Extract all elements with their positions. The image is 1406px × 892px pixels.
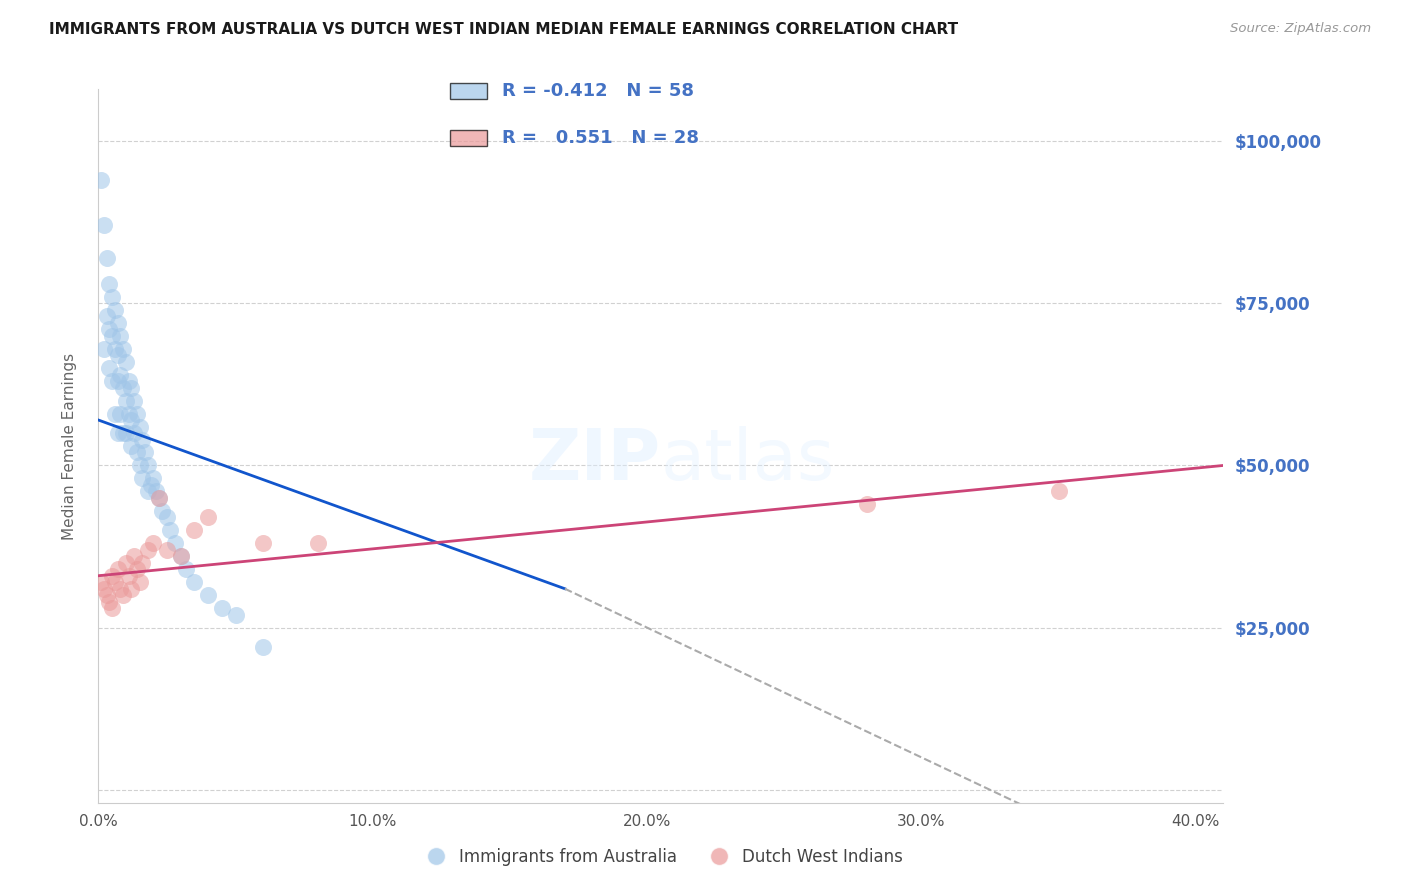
Point	[107, 348, 129, 362]
Point	[134, 445, 156, 459]
Point	[148, 491, 170, 505]
Text: IMMIGRANTS FROM AUSTRALIA VS DUTCH WEST INDIAN MEDIAN FEMALE EARNINGS CORRELATIO: IMMIGRANTS FROM AUSTRALIA VS DUTCH WEST …	[49, 22, 959, 37]
Point	[136, 542, 159, 557]
Point	[98, 277, 121, 291]
Point	[136, 484, 159, 499]
Point	[93, 342, 115, 356]
Point	[128, 419, 150, 434]
Point	[145, 484, 167, 499]
Point	[125, 562, 148, 576]
Point	[96, 310, 118, 324]
Point	[225, 607, 247, 622]
Text: atlas: atlas	[661, 425, 835, 495]
Point	[156, 510, 179, 524]
Point	[197, 510, 219, 524]
Text: R = -0.412   N = 58: R = -0.412 N = 58	[502, 82, 693, 100]
Point	[165, 536, 187, 550]
Point	[112, 588, 135, 602]
Point	[93, 219, 115, 233]
Point	[110, 582, 132, 596]
Point	[96, 251, 118, 265]
Point	[211, 601, 233, 615]
Point	[90, 575, 112, 590]
Point	[104, 342, 127, 356]
Point	[120, 439, 142, 453]
Point	[307, 536, 329, 550]
Point	[122, 425, 145, 440]
Point	[115, 556, 138, 570]
Point	[101, 601, 124, 615]
Point	[104, 575, 127, 590]
Point	[101, 374, 124, 388]
Point	[120, 582, 142, 596]
Point	[150, 504, 173, 518]
Point	[1047, 484, 1070, 499]
Point	[110, 368, 132, 382]
Point	[112, 342, 135, 356]
Point	[101, 328, 124, 343]
Point	[125, 445, 148, 459]
Point	[107, 425, 129, 440]
Point	[115, 393, 138, 408]
Point	[136, 458, 159, 473]
Point	[101, 568, 124, 582]
Point	[855, 497, 877, 511]
Point	[93, 582, 115, 596]
Point	[125, 407, 148, 421]
Point	[101, 290, 124, 304]
Text: R =   0.551   N = 28: R = 0.551 N = 28	[502, 129, 699, 147]
Point	[98, 595, 121, 609]
Point	[110, 328, 132, 343]
FancyBboxPatch shape	[450, 83, 486, 99]
Point	[183, 575, 205, 590]
Point	[174, 562, 197, 576]
Point	[104, 302, 127, 317]
Point	[139, 478, 162, 492]
Point	[170, 549, 193, 564]
Point	[120, 413, 142, 427]
Point	[142, 536, 165, 550]
Point	[131, 471, 153, 485]
Point	[115, 425, 138, 440]
Point	[183, 524, 205, 538]
Point	[156, 542, 179, 557]
Point	[112, 381, 135, 395]
Y-axis label: Median Female Earnings: Median Female Earnings	[62, 352, 77, 540]
Point	[128, 575, 150, 590]
Point	[252, 640, 274, 654]
Point	[170, 549, 193, 564]
Text: Source: ZipAtlas.com: Source: ZipAtlas.com	[1230, 22, 1371, 36]
Point	[120, 381, 142, 395]
Point	[117, 407, 139, 421]
Point	[117, 374, 139, 388]
Point	[96, 588, 118, 602]
Point	[107, 316, 129, 330]
Point	[90, 173, 112, 187]
Point	[131, 433, 153, 447]
Point	[104, 407, 127, 421]
Point	[131, 556, 153, 570]
Point	[159, 524, 181, 538]
Point	[115, 354, 138, 368]
Point	[148, 491, 170, 505]
Text: ZIP: ZIP	[529, 425, 661, 495]
Point	[98, 322, 121, 336]
Point	[98, 361, 121, 376]
Point	[117, 568, 139, 582]
Point	[122, 393, 145, 408]
Point	[128, 458, 150, 473]
Point	[252, 536, 274, 550]
Point	[107, 374, 129, 388]
Point	[112, 425, 135, 440]
Legend: Immigrants from Australia, Dutch West Indians: Immigrants from Australia, Dutch West In…	[412, 842, 910, 873]
FancyBboxPatch shape	[450, 130, 486, 146]
Point	[197, 588, 219, 602]
Point	[107, 562, 129, 576]
Point	[110, 407, 132, 421]
Point	[142, 471, 165, 485]
Point	[122, 549, 145, 564]
